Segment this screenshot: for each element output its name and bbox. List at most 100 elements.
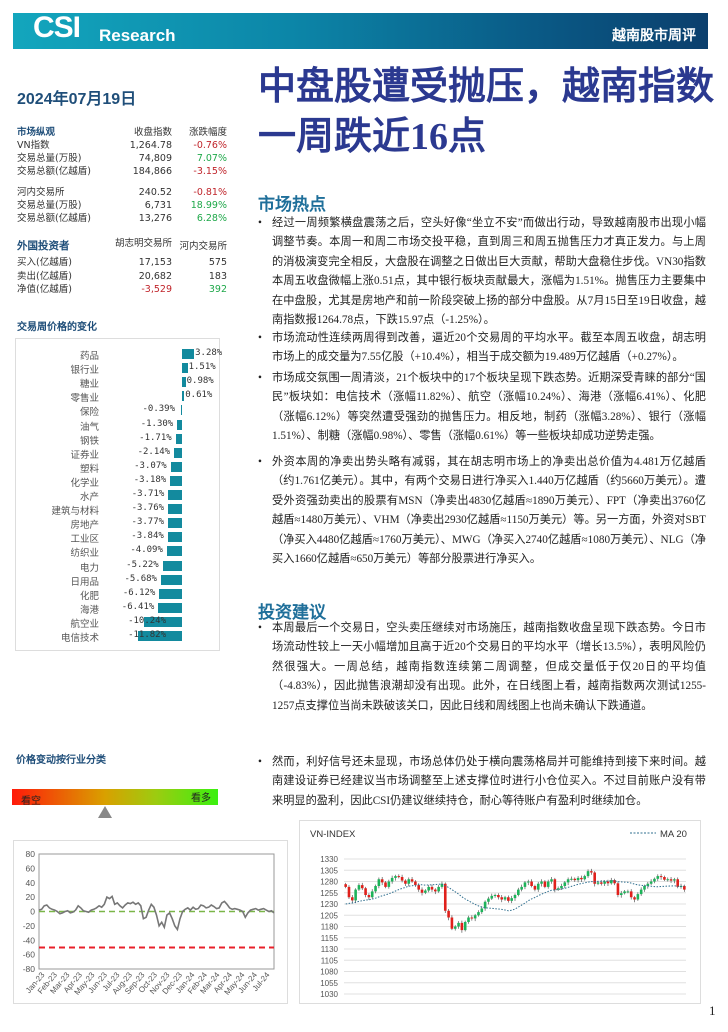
candle	[606, 881, 610, 884]
sector-bar	[144, 616, 182, 627]
bar-value-label: -3.76%	[131, 503, 165, 514]
candle	[347, 886, 351, 898]
sector-bar	[177, 419, 182, 430]
row-hnx: 575	[208, 257, 227, 268]
bar-value-label: -6.12%	[122, 587, 156, 598]
sector-bar	[168, 518, 182, 529]
bar-value-label: -4.09%	[130, 545, 163, 556]
market-overview-table: 市场纵观 收盘指数 涨跌幅度 VN指数 1,264.78 -0.76% 交易总量(万股…	[17, 126, 267, 225]
y-tick-label: 1255	[320, 889, 338, 898]
candle	[596, 882, 600, 884]
row-change: -0.76%	[193, 140, 227, 151]
candle	[673, 879, 676, 881]
candle	[397, 876, 401, 878]
candle	[473, 915, 477, 919]
bar-value-label: -5.68%	[124, 573, 157, 584]
candle	[573, 878, 577, 881]
y-tick-label: 1080	[320, 968, 338, 977]
foreign-investor-table: 外国投资者 胡志明交易所 河内交易所 买入(亿越盾) 17,153 575 卖出(亿越…	[17, 238, 267, 297]
candle	[490, 895, 494, 899]
row-value: 240.52	[138, 187, 172, 198]
row-label: 交易总额(亿越盾)	[17, 166, 91, 177]
row-label: VN指数	[17, 140, 50, 151]
sentiment-series-line	[38, 895, 275, 932]
candle	[483, 901, 487, 909]
candle	[600, 882, 603, 884]
sector-bar-chart: 药品 3.28% 银行业 1.51% 糖业 0.98% 零售业 0.61% 保险 -0.39% 油气…	[15, 338, 222, 651]
row-change: -3.15%	[193, 166, 227, 177]
y-tick-label: -60	[23, 950, 36, 960]
bar-category-label: 房地产	[70, 520, 99, 532]
foreign-header: 外国投资者 胡志明交易所 河内交易所	[17, 238, 267, 256]
candle	[619, 893, 623, 895]
foreign-row: 净值(亿越盾) -3,529 392	[17, 283, 267, 297]
row-label: 交易总额(亿越盾)	[17, 213, 91, 224]
candle	[550, 879, 553, 882]
sector-bar	[174, 447, 182, 458]
bullet-paragraph: 然而，利好信号还未显现，市场总体仍处于横向震荡格局并可能维持到接下来时间。越南建…	[258, 753, 706, 811]
candle	[590, 871, 593, 873]
candle	[404, 880, 407, 884]
page-number: 1	[709, 1003, 716, 1018]
candle	[563, 882, 567, 886]
candle	[450, 917, 454, 929]
report-type: 越南股市周评	[612, 28, 696, 44]
candle	[503, 897, 507, 900]
y-tick-label: 1130	[321, 945, 339, 954]
logo-csi: CSI	[33, 11, 81, 44]
candle	[434, 889, 437, 892]
y-tick-label: 1230	[320, 900, 338, 909]
bar-category-label: 工业区	[70, 534, 99, 546]
chart-title: VN-INDEX	[310, 829, 356, 840]
bar-value-label: -1.71%	[139, 432, 172, 443]
candle	[430, 886, 434, 890]
row-value: 6,731	[144, 200, 172, 211]
candle	[649, 881, 653, 884]
candle	[500, 897, 504, 900]
candle	[646, 883, 650, 886]
candle	[520, 886, 523, 890]
candle	[540, 881, 543, 884]
logo-research: Research	[99, 26, 176, 45]
candle	[543, 881, 547, 887]
bar-value-label: 0.61%	[185, 390, 213, 401]
candle	[639, 889, 643, 895]
bar-category-label: 塑料	[79, 463, 99, 475]
row-change: -0.81%	[193, 187, 227, 198]
sector-bar	[182, 349, 195, 359]
row-value: 1,264.78	[129, 140, 172, 151]
candle	[364, 888, 367, 895]
y-tick-label: 60	[26, 863, 36, 873]
bar-category-label: 药品	[79, 351, 99, 362]
bar-category-label: 纺织业	[70, 548, 99, 560]
y-tick-label: -80	[23, 964, 36, 974]
candle	[676, 879, 679, 887]
overview-row: VN指数 1,264.78 -0.76%	[17, 139, 267, 152]
candle	[656, 876, 660, 879]
candle	[437, 886, 440, 892]
y-tick-label: 1205	[320, 911, 338, 920]
row-label: 河内交易所	[17, 187, 65, 198]
candle	[453, 926, 457, 929]
candle	[367, 895, 371, 898]
y-tick-label: 40	[26, 878, 36, 888]
bar-value-label: -2.14%	[137, 446, 171, 457]
bar-category-label: 油气	[79, 421, 99, 433]
sector-bar	[162, 560, 182, 571]
sector-bar	[180, 405, 182, 416]
candle	[370, 891, 374, 898]
col-close: 收盘指数	[133, 127, 172, 138]
sector-bar	[167, 532, 182, 543]
candle	[513, 895, 517, 899]
overview-row: 交易总量(万股) 74,809 7.07%	[17, 152, 267, 165]
bullish-label: 看多	[191, 793, 211, 804]
ma20-line	[345, 880, 685, 912]
sector-bar	[166, 546, 182, 557]
candle	[443, 883, 447, 911]
candle	[470, 917, 474, 919]
candle	[400, 877, 404, 881]
y-tick-label: 80	[26, 849, 36, 859]
bar-value-label: -3.71%	[131, 489, 165, 499]
bar-value-label: -0.39%	[142, 404, 175, 415]
candle	[623, 891, 626, 894]
